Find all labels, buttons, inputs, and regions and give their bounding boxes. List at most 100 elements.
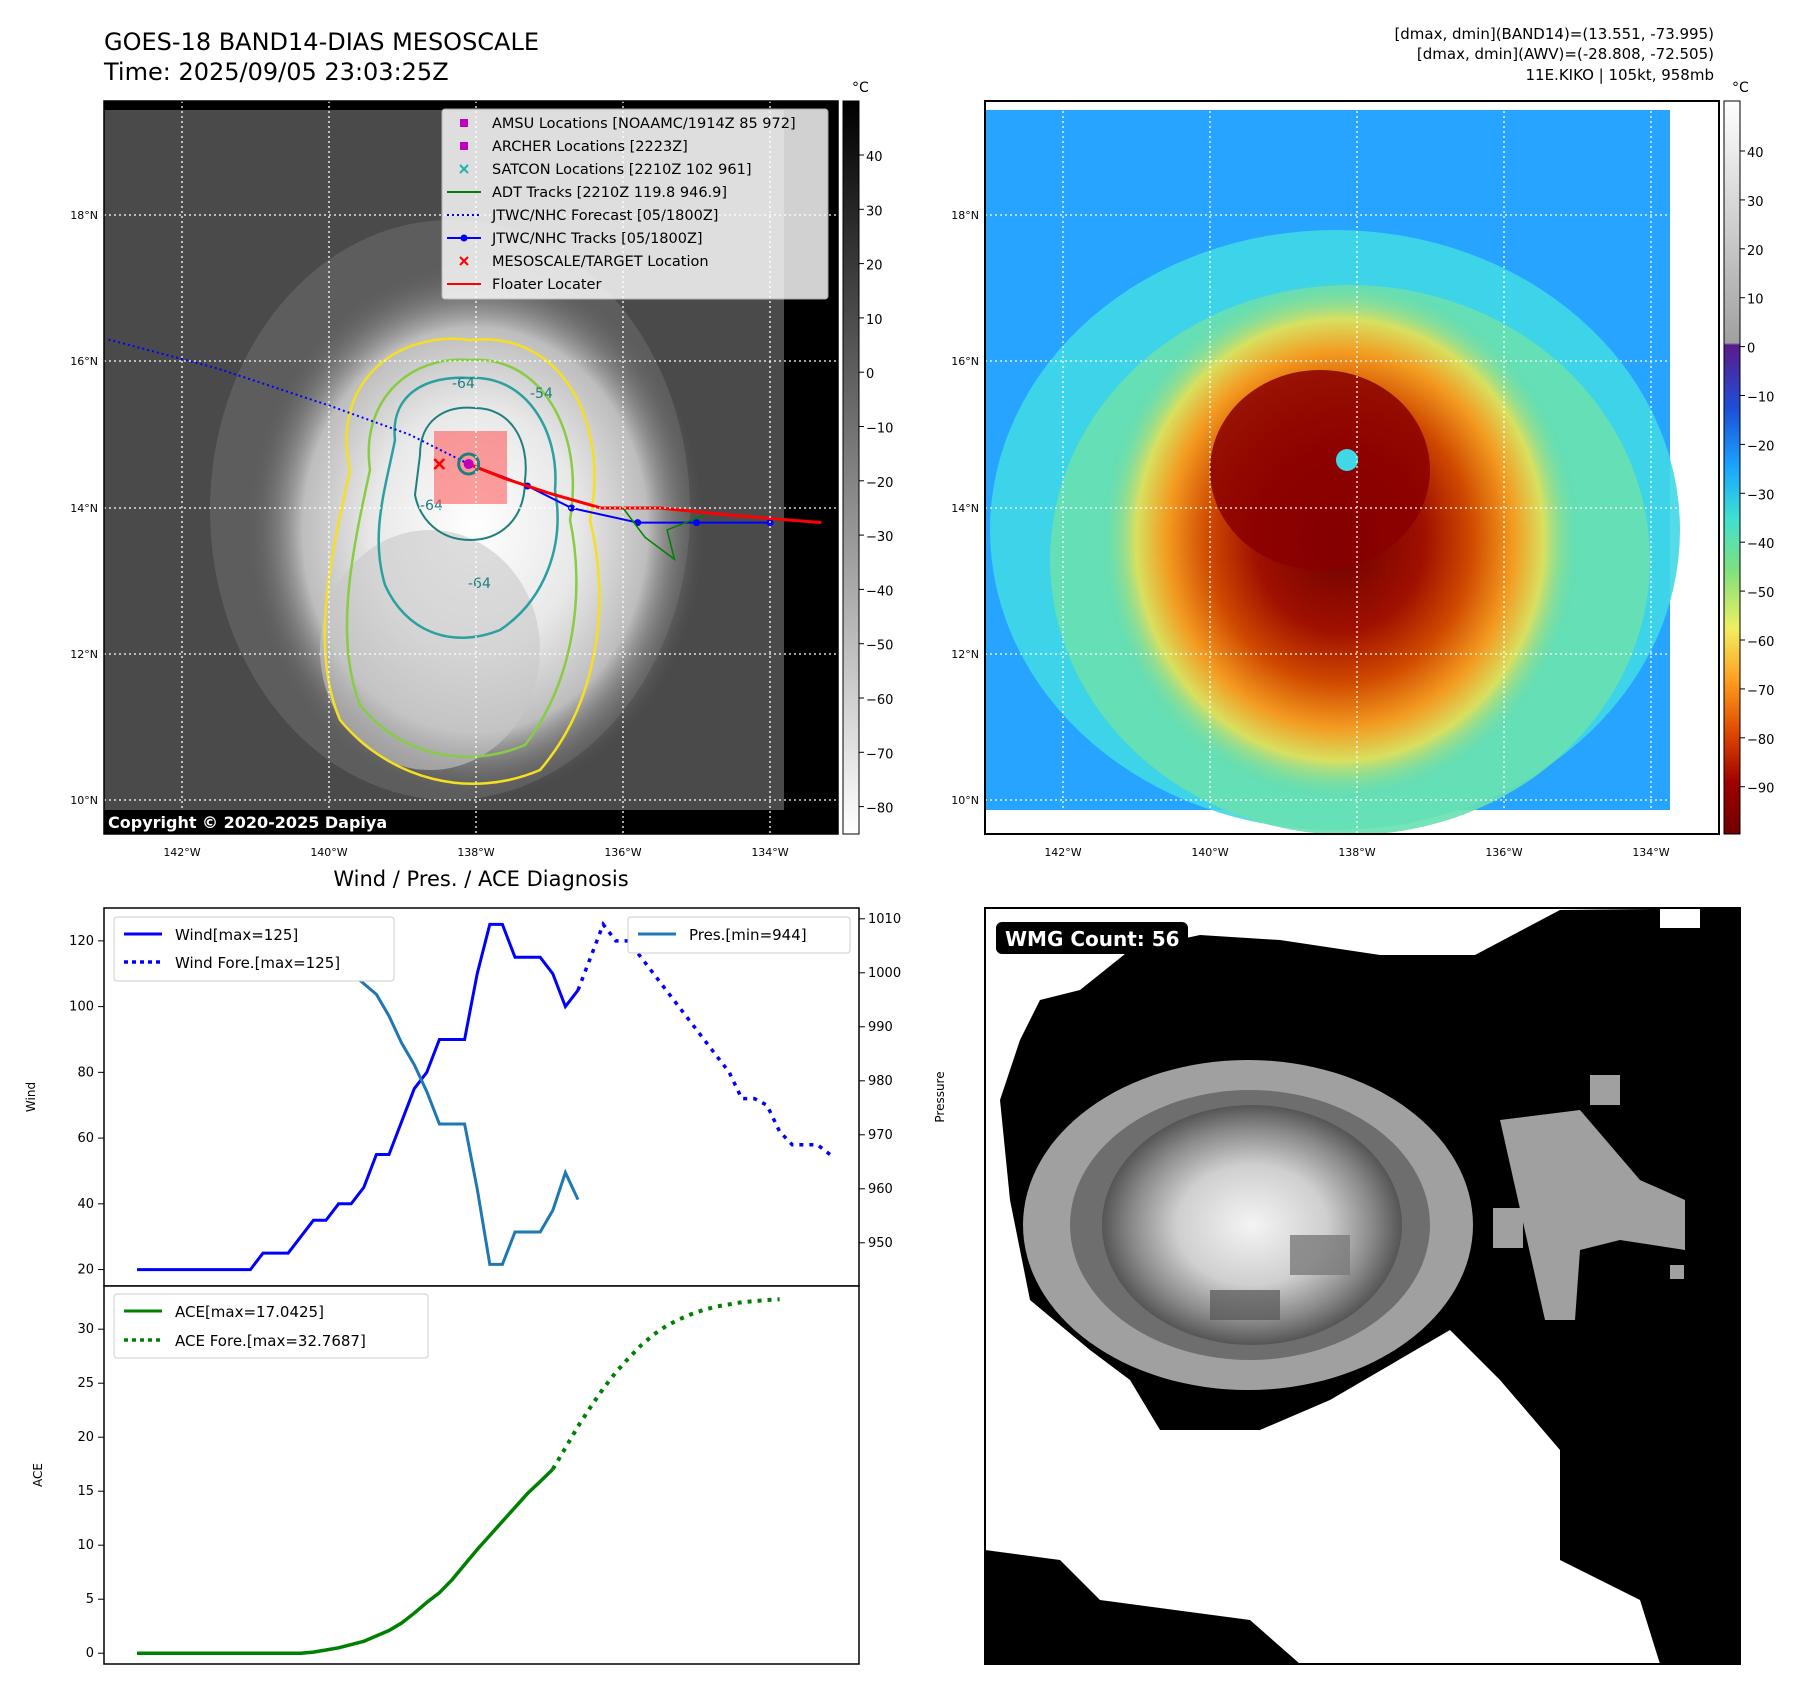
pressure-tick: 1010	[868, 912, 901, 927]
best-track-point	[693, 519, 700, 527]
gray-colorbar-tick: −40	[866, 584, 893, 599]
figure-time: Time: 2025/09/05 23:03:25Z	[103, 58, 449, 86]
color-colorbar-tick: −30	[1747, 488, 1774, 503]
color-colorbar-tick: −10	[1747, 391, 1774, 406]
lat-label: 12°N	[70, 648, 98, 661]
gray-colorbar-unit: °C	[852, 80, 869, 96]
forecast-track	[108, 338, 470, 465]
lon-label: 140°W	[1191, 846, 1228, 859]
color-colorbar-tick: 40	[1747, 146, 1764, 161]
contour-label-1: -64	[452, 376, 475, 392]
pressure-tick: 950	[868, 1236, 893, 1251]
ir-map-panel: -64 -54 -64 -64 Copyright © 2020-2025 Da…	[103, 100, 839, 835]
legend-marker	[459, 164, 469, 174]
gray-colorbar-tick: −60	[866, 693, 893, 708]
pressure-legend: Pres.[min=944]	[627, 916, 851, 954]
wind-legend-1: Wind[max=125]	[175, 926, 298, 944]
wmg-panel: WMG Count: 56	[984, 907, 1741, 1665]
lat-label: 12°N	[951, 648, 979, 661]
gray-colorbar: °C 40 30 20 10 0 −10 −20 −30 −40 −50 −60 −70 −80	[842, 80, 893, 835]
color-colorbar-unit: °C	[1732, 80, 1749, 96]
ace-axis-label: ACE	[31, 1463, 45, 1487]
info-band14: [dmax, dmin](BAND14)=(13.551, -73.995)	[1394, 25, 1714, 43]
legend-marker	[460, 234, 468, 242]
color-colorbar-tick: −90	[1747, 782, 1774, 797]
best-track-point	[568, 504, 576, 512]
contour-dark-teal	[413, 406, 527, 542]
pressure-tick: 980	[868, 1074, 893, 1089]
color-colorbar-tick: −60	[1747, 635, 1774, 650]
lon-label: 138°W	[457, 846, 494, 859]
legend-entry: JTWC/NHC Tracks [05/1800Z]	[491, 231, 703, 247]
color-colorbar-tick: 10	[1747, 293, 1764, 308]
ace-tick: 0	[86, 1646, 94, 1661]
legend-entry: ADT Tracks [2210Z 119.8 946.9]	[492, 185, 727, 201]
legend-entry: AMSU Locations [NOAAMC/1914Z 85 972]	[492, 116, 796, 132]
lon-label: 138°W	[1338, 846, 1375, 859]
wind-pressure-chart: 20 40 60 80 100 120 950 960 970 980 990 1000 1010 Wi…	[24, 907, 947, 1287]
pressure-legend-1: Pres.[min=944]	[689, 926, 807, 944]
wind-tick: 40	[77, 1197, 94, 1212]
pressure-tick: 1000	[868, 966, 901, 981]
gray-colorbar-tick: −80	[866, 802, 893, 817]
ace-tick: 20	[77, 1430, 94, 1445]
ir-map-tracks	[108, 338, 822, 562]
ace-legend-2: ACE Fore.[max=32.7687]	[175, 1332, 366, 1350]
gray-colorbar-tick: −20	[866, 476, 893, 491]
color-colorbar-tick: −40	[1747, 537, 1774, 552]
wind-tick: 20	[77, 1263, 94, 1278]
color-colorbar-tick: 0	[1747, 342, 1755, 357]
lat-label: 10°N	[70, 794, 98, 807]
info-awv: [dmax, dmin](AWV)=(-28.808, -72.505)	[1417, 45, 1714, 63]
lat-label: 14°N	[70, 502, 98, 515]
target-marker	[433, 458, 446, 470]
ace-tick: 25	[77, 1376, 94, 1391]
legend-entry: JTWC/NHC Forecast [05/1800Z]	[491, 208, 718, 224]
legend-marker	[460, 142, 468, 150]
contour-green	[345, 358, 578, 758]
wind-tick: 60	[77, 1131, 94, 1146]
color-colorbar-tick: −80	[1747, 733, 1774, 748]
pressure-tick: 990	[868, 1020, 893, 1035]
wmg-count-badge: WMG Count: 56	[1005, 927, 1180, 951]
info-storm: 11E.KIKO | 105kt, 958mb	[1525, 66, 1714, 84]
color-colorbar-tick: −70	[1747, 684, 1774, 699]
color-map-grid	[985, 101, 1719, 834]
color-colorbar: °C 40 30 20 10 0 −10 −20 −30 −40 −50 −60 −70 −80 −90	[1723, 80, 1774, 835]
lat-label: 18°N	[951, 209, 979, 222]
ace-tick: 5	[86, 1592, 94, 1607]
wmg-core	[1102, 1105, 1402, 1345]
color-colorbar-tick: −20	[1747, 439, 1774, 454]
lat-label: 18°N	[70, 209, 98, 222]
legend-entry: SATCON Locations [2210Z 102 961]	[492, 162, 751, 178]
wind-tick: 80	[77, 1065, 94, 1080]
color-colorbar-tick: −50	[1747, 586, 1774, 601]
lon-label: 142°W	[163, 846, 200, 859]
eye-contour	[457, 452, 481, 476]
series-line-1	[137, 922, 580, 1272]
wind-legend-2: Wind Fore.[max=125]	[175, 954, 340, 972]
contour-label-2: -54	[530, 386, 553, 402]
contour-teal	[377, 376, 559, 639]
wind-tick: 100	[69, 1000, 94, 1015]
ace-series-line-2	[551, 1297, 780, 1471]
lon-label: 134°W	[1632, 846, 1669, 859]
gray-colorbar-tick: −50	[866, 639, 893, 654]
copyright: Copyright © 2020-2025 Dapiya	[108, 813, 387, 832]
ace-tick: 10	[77, 1538, 94, 1553]
ir-map-legend: AMSU Locations [NOAAMC/1914Z 85 972] ARCH…	[441, 108, 829, 300]
lon-label: 136°W	[1485, 846, 1522, 859]
adt-track	[622, 507, 705, 562]
color-colorbar-tick: 20	[1747, 244, 1764, 259]
color-eye	[1336, 449, 1358, 471]
ace-legend: ACE[max=17.0425] ACE Fore.[max=32.7687]	[113, 1293, 429, 1359]
color-map-panel	[984, 100, 1720, 835]
amsu-location	[463, 459, 474, 470]
contour-yellow	[323, 337, 601, 786]
gray-colorbar-tick: 10	[866, 313, 883, 328]
figure-title: GOES-18 BAND14-DIAS MESOSCALE	[104, 28, 539, 56]
gray-colorbar-tick: −70	[866, 747, 893, 762]
wind-axis-label: Wind	[24, 1082, 38, 1112]
color-map-axis-labels: 142°W 140°W 138°W 136°W 134°W 18°N 16°N 14°N 12°…	[951, 209, 1670, 859]
gray-colorbar-tick: −30	[866, 530, 893, 545]
